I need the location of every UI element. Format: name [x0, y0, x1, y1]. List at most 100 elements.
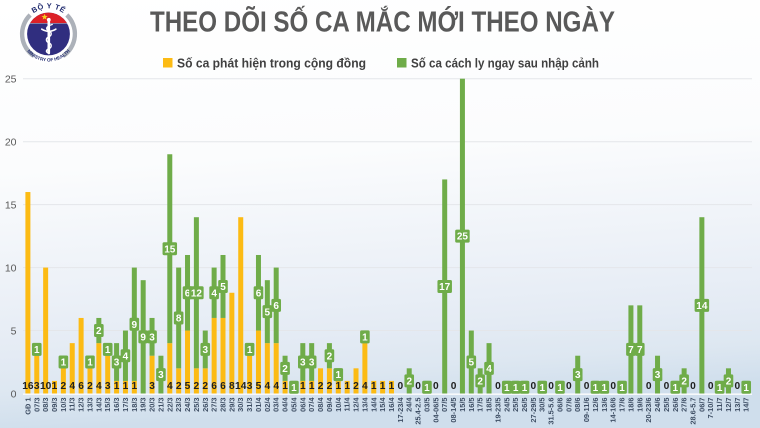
- svg-text:1: 1: [522, 383, 528, 394]
- svg-text:GĐ 1: GĐ 1: [23, 398, 32, 415]
- svg-text:1: 1: [743, 383, 749, 394]
- svg-text:13/6: 13/6: [600, 398, 609, 412]
- svg-text:3: 3: [202, 345, 208, 356]
- svg-text:06/7: 06/7: [697, 398, 706, 412]
- svg-text:0: 0: [566, 381, 572, 392]
- svg-text:06/6: 06/6: [555, 398, 564, 412]
- svg-text:14: 14: [696, 301, 708, 312]
- svg-text:25: 25: [457, 232, 469, 243]
- svg-text:13/4: 13/4: [360, 397, 369, 412]
- svg-text:1: 1: [424, 383, 430, 394]
- svg-text:2: 2: [327, 381, 333, 392]
- svg-text:4: 4: [96, 381, 102, 392]
- svg-text:15/4: 15/4: [378, 397, 387, 412]
- svg-text:30/3: 30/3: [236, 398, 245, 412]
- svg-text:5: 5: [220, 282, 226, 293]
- svg-text:2: 2: [406, 377, 412, 388]
- svg-text:19/3: 19/3: [139, 398, 148, 412]
- svg-text:3: 3: [158, 370, 164, 381]
- svg-text:16/5: 16/5: [467, 398, 476, 412]
- svg-text:26/6: 26/6: [671, 398, 680, 412]
- svg-text:1: 1: [362, 332, 368, 343]
- svg-text:1: 1: [114, 381, 120, 392]
- svg-text:29/3: 29/3: [227, 398, 236, 412]
- svg-text:5: 5: [469, 358, 475, 369]
- svg-text:BỘ Y TẾ: BỘ Y TẾ: [30, 1, 68, 15]
- svg-text:2: 2: [96, 326, 102, 337]
- svg-text:2: 2: [87, 381, 93, 392]
- svg-text:1: 1: [513, 383, 519, 394]
- svg-text:12/7: 12/7: [724, 398, 733, 412]
- svg-text:0: 0: [610, 381, 616, 392]
- svg-text:6: 6: [256, 288, 262, 299]
- svg-text:16: 16: [22, 381, 34, 392]
- svg-text:08/3: 08/3: [41, 398, 50, 412]
- svg-text:24/5: 24/5: [502, 398, 511, 412]
- svg-text:1: 1: [291, 383, 297, 394]
- svg-text:4: 4: [211, 288, 217, 299]
- svg-text:8: 8: [229, 381, 235, 392]
- svg-text:THEO DÕI SỐ CA MẮC MỚI THEO NG: THEO DÕI SỐ CA MẮC MỚI THEO NGÀY: [150, 5, 615, 39]
- svg-text:0: 0: [451, 381, 457, 392]
- svg-text:21/3: 21/3: [156, 398, 165, 412]
- svg-text:3: 3: [309, 358, 315, 369]
- svg-text:1: 1: [717, 383, 723, 394]
- svg-text:8: 8: [176, 314, 182, 325]
- svg-text:4: 4: [273, 381, 279, 392]
- svg-text:07/3: 07/3: [32, 398, 41, 412]
- svg-text:1: 1: [61, 358, 67, 369]
- svg-text:0: 0: [415, 381, 421, 392]
- svg-text:24/3: 24/3: [183, 398, 192, 412]
- svg-text:07/6: 07/6: [564, 398, 573, 412]
- svg-text:9: 9: [132, 320, 138, 331]
- svg-text:1: 1: [52, 381, 58, 392]
- svg-text:2: 2: [176, 381, 182, 392]
- svg-text:5: 5: [11, 325, 17, 337]
- svg-text:3: 3: [114, 358, 120, 369]
- svg-text:1: 1: [335, 370, 341, 381]
- svg-text:25: 25: [5, 74, 17, 86]
- svg-text:1: 1: [389, 381, 395, 392]
- svg-text:04-06/5: 04-06/5: [431, 398, 440, 423]
- svg-text:14: 14: [235, 381, 247, 392]
- svg-text:1: 1: [593, 383, 599, 394]
- svg-text:2: 2: [61, 381, 67, 392]
- svg-text:09/4: 09/4: [325, 397, 334, 412]
- svg-text:3: 3: [655, 370, 661, 381]
- svg-text:0: 0: [495, 381, 501, 392]
- svg-text:25/3: 25/3: [192, 398, 201, 412]
- svg-text:27/3: 27/3: [210, 398, 219, 412]
- svg-text:16/3: 16/3: [112, 398, 121, 412]
- svg-text:14/4: 14/4: [369, 397, 378, 412]
- svg-text:6: 6: [220, 381, 226, 392]
- svg-text:18/3: 18/3: [130, 398, 139, 412]
- svg-text:1: 1: [131, 381, 137, 392]
- svg-text:2: 2: [353, 381, 359, 392]
- svg-text:9: 9: [140, 332, 146, 343]
- svg-text:1: 1: [123, 381, 129, 392]
- svg-text:10/3: 10/3: [59, 398, 68, 412]
- svg-text:5: 5: [256, 381, 262, 392]
- svg-text:1: 1: [344, 381, 350, 392]
- svg-text:5: 5: [185, 381, 191, 392]
- svg-text:03/4: 03/4: [272, 397, 281, 412]
- svg-text:30/5: 30/5: [538, 398, 547, 412]
- svg-text:0: 0: [548, 381, 554, 392]
- svg-text:13/3: 13/3: [85, 398, 94, 412]
- svg-text:5: 5: [265, 307, 271, 318]
- svg-text:0: 0: [664, 381, 670, 392]
- svg-text:1: 1: [672, 383, 678, 394]
- svg-text:3: 3: [149, 381, 155, 392]
- svg-text:1: 1: [282, 381, 288, 392]
- svg-text:26/5: 26/5: [520, 398, 529, 412]
- svg-text:20-23/6: 20-23/6: [644, 398, 653, 423]
- svg-text:0: 0: [690, 381, 696, 392]
- svg-text:3: 3: [105, 381, 111, 392]
- svg-text:18/5: 18/5: [485, 398, 494, 412]
- svg-text:24/6: 24/6: [653, 398, 662, 412]
- svg-text:09-11/6: 09-11/6: [582, 398, 591, 423]
- svg-text:12/4: 12/4: [352, 397, 361, 412]
- svg-text:05/4: 05/4: [289, 397, 298, 412]
- svg-text:06/4: 06/4: [298, 397, 307, 412]
- svg-text:10: 10: [5, 262, 17, 274]
